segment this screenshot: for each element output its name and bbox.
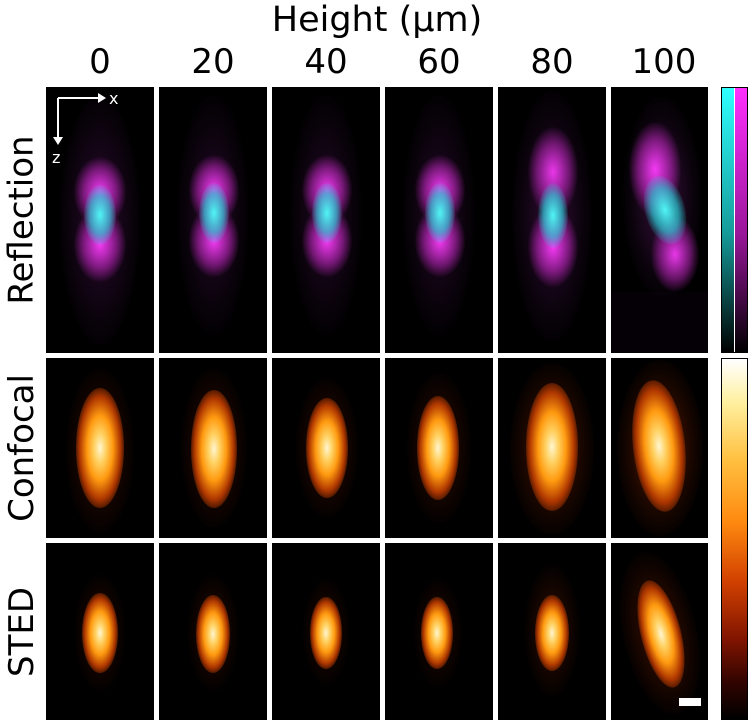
- scale-bar: [679, 698, 701, 706]
- row-label-reflection: Reflection: [2, 135, 43, 305]
- row-label-sted: STED: [2, 586, 43, 677]
- confocal-panel-40: [272, 358, 380, 538]
- column-header-20: 20: [191, 42, 235, 82]
- reflection-panel-0: x z: [46, 87, 154, 353]
- image-grid: x z: [46, 87, 708, 720]
- figure-title: Height (μm): [271, 0, 483, 40]
- axes-indicator: x z: [52, 89, 118, 167]
- intensity-colorbar: [721, 358, 748, 720]
- confocal-panel-0: [46, 358, 154, 538]
- sted-panel-60: [385, 543, 493, 720]
- confocal-panel-60: [385, 358, 493, 538]
- sted-panel-0: [46, 543, 154, 720]
- reflection-panel-40: [272, 87, 380, 353]
- confocal-panel-80: [498, 358, 606, 538]
- reflection-panel-20: [159, 87, 267, 353]
- reflection-panel-80: [498, 87, 606, 353]
- column-header-0: 0: [89, 42, 111, 82]
- confocal-panel-20: [159, 358, 267, 538]
- x-axis-label: x: [109, 89, 118, 108]
- sted-panel-20: [159, 543, 267, 720]
- reflection-panel-100: [611, 87, 708, 353]
- reflection-panel-60: [385, 87, 493, 353]
- sted-panel-40: [272, 543, 380, 720]
- column-header-80: 80: [530, 42, 574, 82]
- confocal-panel-100: [611, 358, 708, 538]
- sted-panel-100: [611, 543, 708, 720]
- column-header-60: 60: [417, 42, 461, 82]
- column-header-100: 100: [631, 42, 697, 82]
- reflection-colorbar: [721, 87, 748, 353]
- row-label-confocal: Confocal: [2, 374, 42, 522]
- z-axis-label: z: [52, 148, 60, 167]
- sted-panel-80: [498, 543, 606, 720]
- column-header-40: 40: [304, 42, 348, 82]
